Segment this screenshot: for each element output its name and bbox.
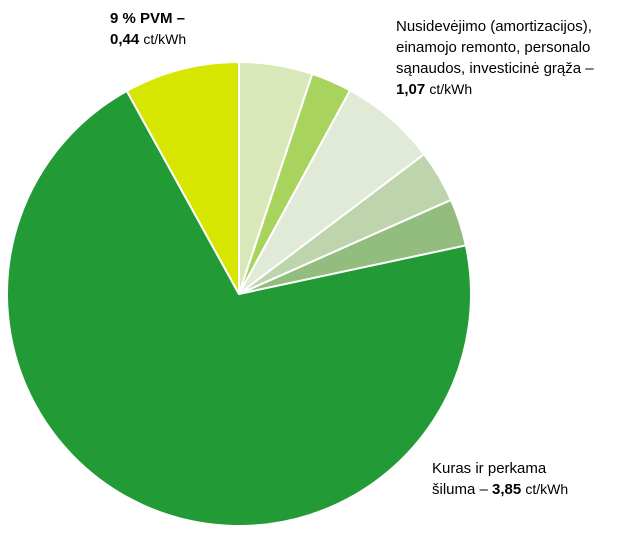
label-other-line1: Nusidevėjimo (amortizacijos), bbox=[396, 18, 592, 35]
label-other-unit: ct/kWh bbox=[429, 81, 473, 97]
label-other-costs: Nusidevėjimo (amortizacijos), einamojo r… bbox=[396, 16, 594, 100]
label-vat-value: 0,44 bbox=[110, 31, 140, 48]
label-vat: 9 % PVM – 0,44 ct/kWh bbox=[110, 8, 186, 50]
label-other-line3: sąnaudos, investicinė grąža – bbox=[396, 60, 594, 77]
label-fuel-line1: Kuras ir perkama bbox=[432, 460, 547, 477]
label-fuel-value: 3,85 bbox=[492, 481, 522, 498]
label-fuel-line2: šiluma – bbox=[432, 481, 493, 498]
label-other-value: 1,07 bbox=[396, 81, 426, 98]
label-vat-unit: ct/kWh bbox=[143, 31, 187, 47]
label-vat-title: 9 % PVM – bbox=[110, 10, 186, 27]
label-other-line2: einamojo remonto, personalo bbox=[396, 39, 591, 56]
pie-slice-6 bbox=[6, 89, 472, 527]
pie-slice-7 bbox=[125, 61, 240, 295]
label-fuel-unit: ct/kWh bbox=[525, 481, 569, 497]
label-fuel-heat: Kuras ir perkama šiluma – 3,85 ct/kWh bbox=[432, 458, 568, 500]
